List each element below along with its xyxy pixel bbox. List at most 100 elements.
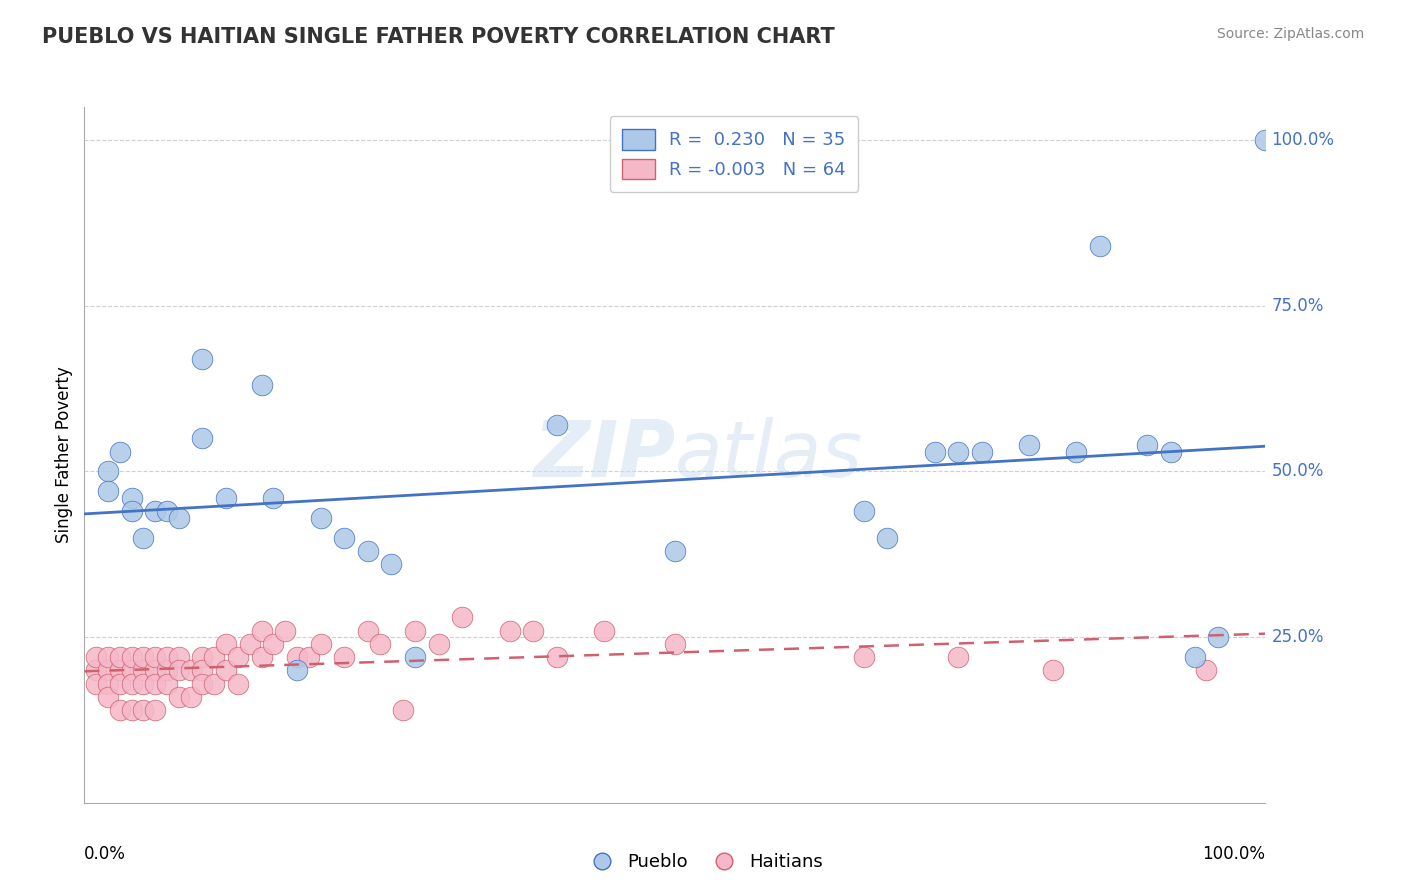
Point [274,624,297,638]
Point [262,637,284,651]
Point [191,650,214,665]
Point [1206,630,1229,644]
Point [143,703,166,717]
Point [1042,663,1064,677]
Point [167,690,190,704]
Point [84,650,107,665]
Point [1018,438,1040,452]
Point [132,650,155,665]
Point [392,703,415,717]
Text: 25.0%: 25.0% [1271,628,1324,646]
Point [1088,239,1111,253]
Point [333,531,356,545]
Point [333,650,356,665]
Text: PUEBLO VS HAITIAN SINGLE FATHER POVERTY CORRELATION CHART: PUEBLO VS HAITIAN SINGLE FATHER POVERTY … [42,27,835,46]
Text: 50.0%: 50.0% [1271,462,1323,481]
Point [84,676,107,690]
Point [167,650,190,665]
Point [167,663,190,677]
Point [285,650,308,665]
Point [1195,663,1218,677]
Point [143,663,166,677]
Point [226,650,249,665]
Point [522,624,544,638]
Point [121,504,143,518]
Point [298,650,321,665]
Point [1184,650,1206,665]
Text: 100.0%: 100.0% [1202,845,1265,863]
Point [143,676,166,690]
Point [143,504,166,518]
Point [239,637,262,651]
Point [84,663,107,677]
Point [191,676,214,690]
Point [108,663,131,677]
Point [309,637,332,651]
Point [226,676,249,690]
Point [357,544,380,558]
Point [948,444,970,458]
Point [97,690,120,704]
Point [97,676,120,690]
Point [380,558,402,572]
Point [404,624,426,638]
Text: 0.0%: 0.0% [84,845,127,863]
Point [970,444,993,458]
Point [876,531,898,545]
Point [1160,444,1182,458]
Point [285,663,308,677]
Point [546,650,568,665]
Point [852,650,875,665]
Point [546,418,568,433]
Point [250,624,273,638]
Point [948,650,970,665]
Point [202,650,225,665]
Point [108,676,131,690]
Text: ZIP: ZIP [533,417,675,493]
Point [143,650,166,665]
Point [121,650,143,665]
Point [132,703,155,717]
Point [250,378,273,392]
Legend: R =  0.230   N = 35, R = -0.003   N = 64: R = 0.230 N = 35, R = -0.003 N = 64 [610,116,858,192]
Point [97,663,120,677]
Text: 100.0%: 100.0% [1271,131,1334,149]
Point [97,465,120,479]
Point [121,676,143,690]
Point [108,444,131,458]
Y-axis label: Single Father Poverty: Single Father Poverty [55,367,73,543]
Point [191,431,214,445]
Point [250,650,273,665]
Point [664,544,686,558]
Point [121,703,143,717]
Point [132,663,155,677]
Point [121,663,143,677]
Text: atlas: atlas [675,417,863,493]
Point [427,637,450,651]
Point [167,511,190,525]
Point [132,531,155,545]
Point [191,663,214,677]
Point [156,676,179,690]
Point [180,690,202,704]
Point [108,703,131,717]
Point [404,650,426,665]
Point [262,491,284,505]
Text: Source: ZipAtlas.com: Source: ZipAtlas.com [1216,27,1364,41]
Point [215,663,238,677]
Point [97,484,120,499]
Point [498,624,520,638]
Point [156,650,179,665]
Point [156,663,179,677]
Point [97,650,120,665]
Point [309,511,332,525]
Point [108,650,131,665]
Point [156,504,179,518]
Point [180,663,202,677]
Point [1254,133,1277,147]
Point [191,351,214,366]
Point [852,504,875,518]
Point [924,444,946,458]
Point [368,637,391,651]
Point [215,637,238,651]
